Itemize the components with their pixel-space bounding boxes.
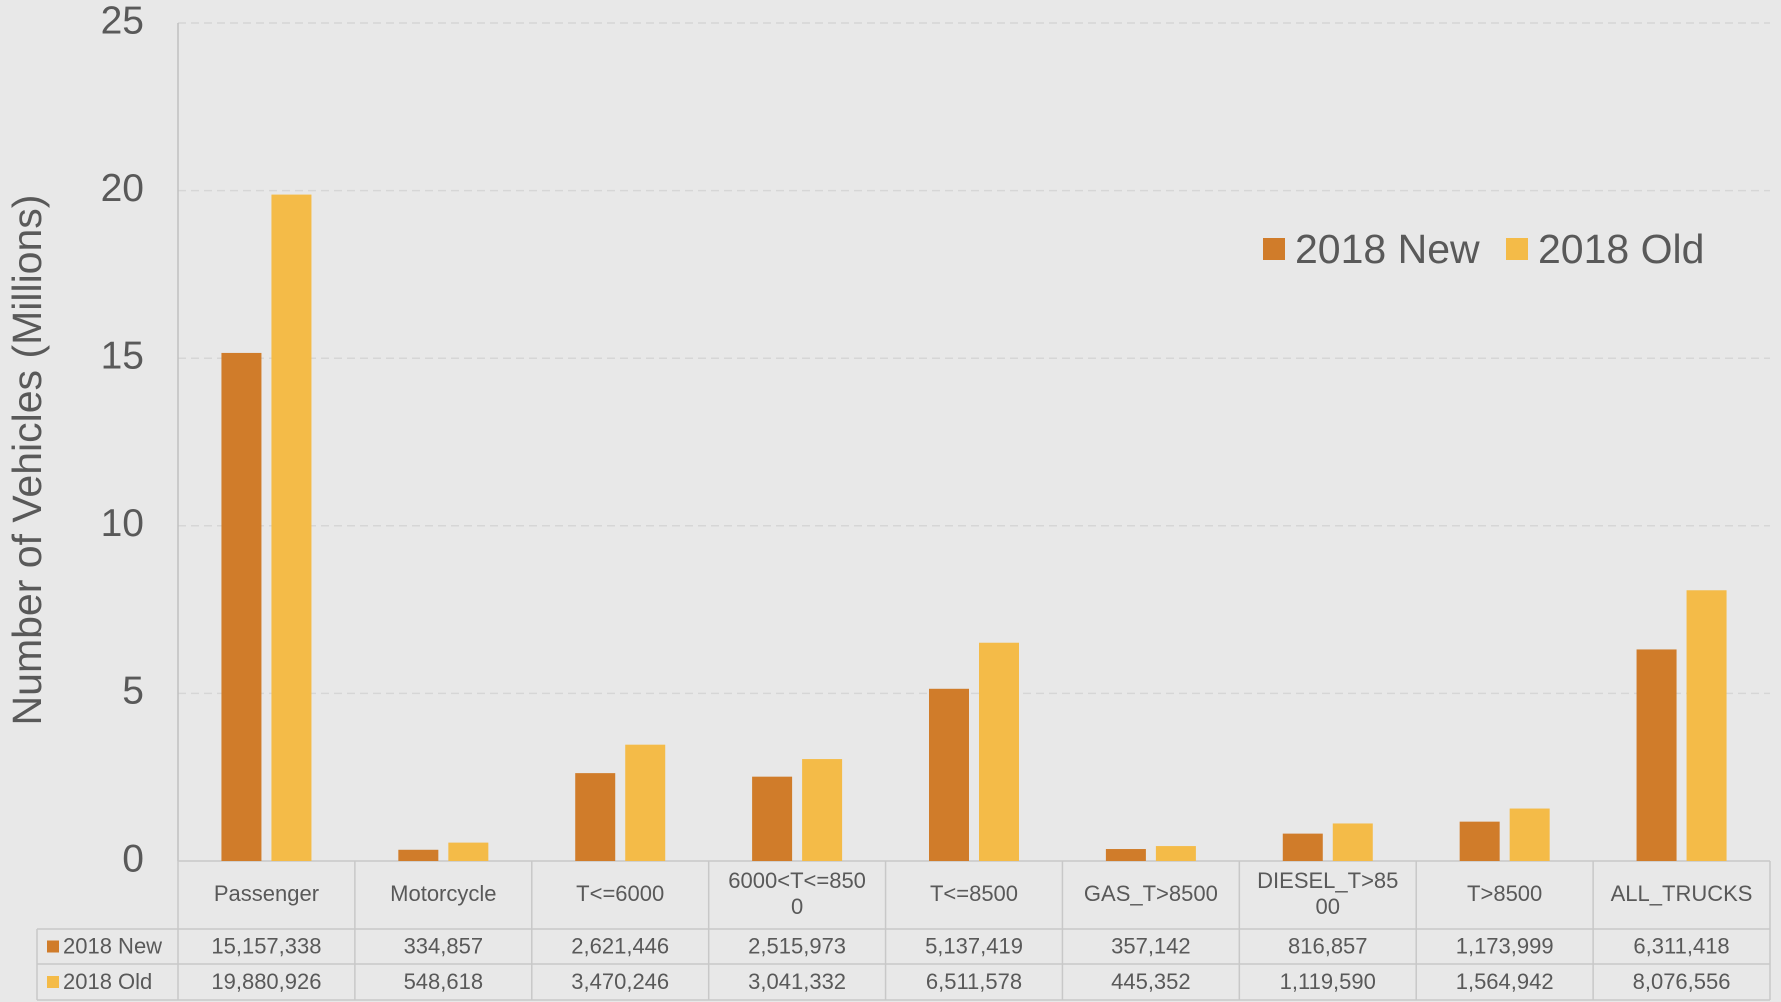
table-value: 3,041,332 bbox=[748, 969, 846, 994]
x-tick-label: DIESEL_T>85 00 bbox=[1257, 868, 1398, 919]
bar bbox=[1509, 808, 1550, 861]
table-legend-label: 2018 Old bbox=[63, 969, 152, 994]
bar bbox=[1459, 821, 1500, 861]
legend-key bbox=[1263, 238, 1285, 260]
table-legend-key bbox=[47, 976, 59, 988]
y-tick-label: 25 bbox=[101, 0, 144, 42]
x-tick-label: T<=8500 bbox=[930, 881, 1018, 906]
bar bbox=[1686, 590, 1727, 861]
bar bbox=[1636, 649, 1677, 861]
y-tick-label: 15 bbox=[101, 334, 144, 377]
table-value: 6,311,418 bbox=[1633, 933, 1729, 958]
table-value: 3,470,246 bbox=[571, 969, 669, 994]
y-tick-label: 5 bbox=[122, 670, 144, 713]
bar bbox=[752, 776, 793, 861]
table-value: 334,857 bbox=[404, 933, 484, 958]
table-value: 548,618 bbox=[404, 969, 484, 994]
bar bbox=[221, 352, 262, 861]
table-value: 6,511,578 bbox=[926, 969, 1022, 994]
bar bbox=[1332, 823, 1373, 861]
y-tick-label: 20 bbox=[101, 167, 144, 210]
bar bbox=[802, 759, 843, 861]
table-value: 19,880,926 bbox=[211, 969, 321, 994]
table-legend-label: 2018 New bbox=[63, 933, 162, 958]
bar bbox=[448, 842, 489, 861]
bar bbox=[1155, 846, 1196, 861]
table-value: 5,137,419 bbox=[925, 933, 1023, 958]
table-value: 816,857 bbox=[1288, 933, 1368, 958]
table-value: 8,076,556 bbox=[1633, 969, 1731, 994]
legend-label: 2018 Old bbox=[1538, 226, 1704, 272]
bar bbox=[1105, 849, 1146, 861]
x-tick-label: 6000<T<=850 0 bbox=[728, 868, 866, 919]
table-value: 445,352 bbox=[1111, 969, 1191, 994]
x-tick-label: T>8500 bbox=[1467, 881, 1542, 906]
bar bbox=[929, 688, 969, 861]
bar bbox=[979, 642, 1019, 861]
y-tick-label: 0 bbox=[122, 837, 144, 880]
table-value: 15,157,338 bbox=[211, 933, 321, 958]
bar bbox=[575, 773, 616, 861]
bar bbox=[271, 194, 312, 861]
x-tick-label: Motorcycle bbox=[390, 881, 496, 906]
legend-label: 2018 New bbox=[1295, 226, 1480, 272]
x-tick-label: ALL_TRUCKS bbox=[1611, 881, 1753, 906]
x-tick-label: T<=6000 bbox=[576, 881, 664, 906]
legend-key bbox=[1506, 238, 1528, 260]
table-legend-key bbox=[47, 940, 59, 953]
bar bbox=[625, 744, 666, 861]
bar bbox=[1282, 833, 1323, 861]
y-tick-label: 10 bbox=[101, 502, 144, 545]
table-value: 357,142 bbox=[1111, 933, 1191, 958]
bar bbox=[398, 849, 439, 861]
table-value: 1,564,942 bbox=[1456, 969, 1554, 994]
y-axis-label: Number of Vehicles (Millions) bbox=[4, 195, 50, 726]
x-tick-label: Passenger bbox=[214, 881, 319, 906]
x-tick-label: GAS_T>8500 bbox=[1084, 881, 1218, 906]
table-value: 2,621,446 bbox=[571, 933, 669, 958]
table-value: 1,173,999 bbox=[1456, 933, 1554, 958]
table-value: 1,119,590 bbox=[1280, 969, 1376, 994]
table-value: 2,515,973 bbox=[748, 933, 846, 958]
